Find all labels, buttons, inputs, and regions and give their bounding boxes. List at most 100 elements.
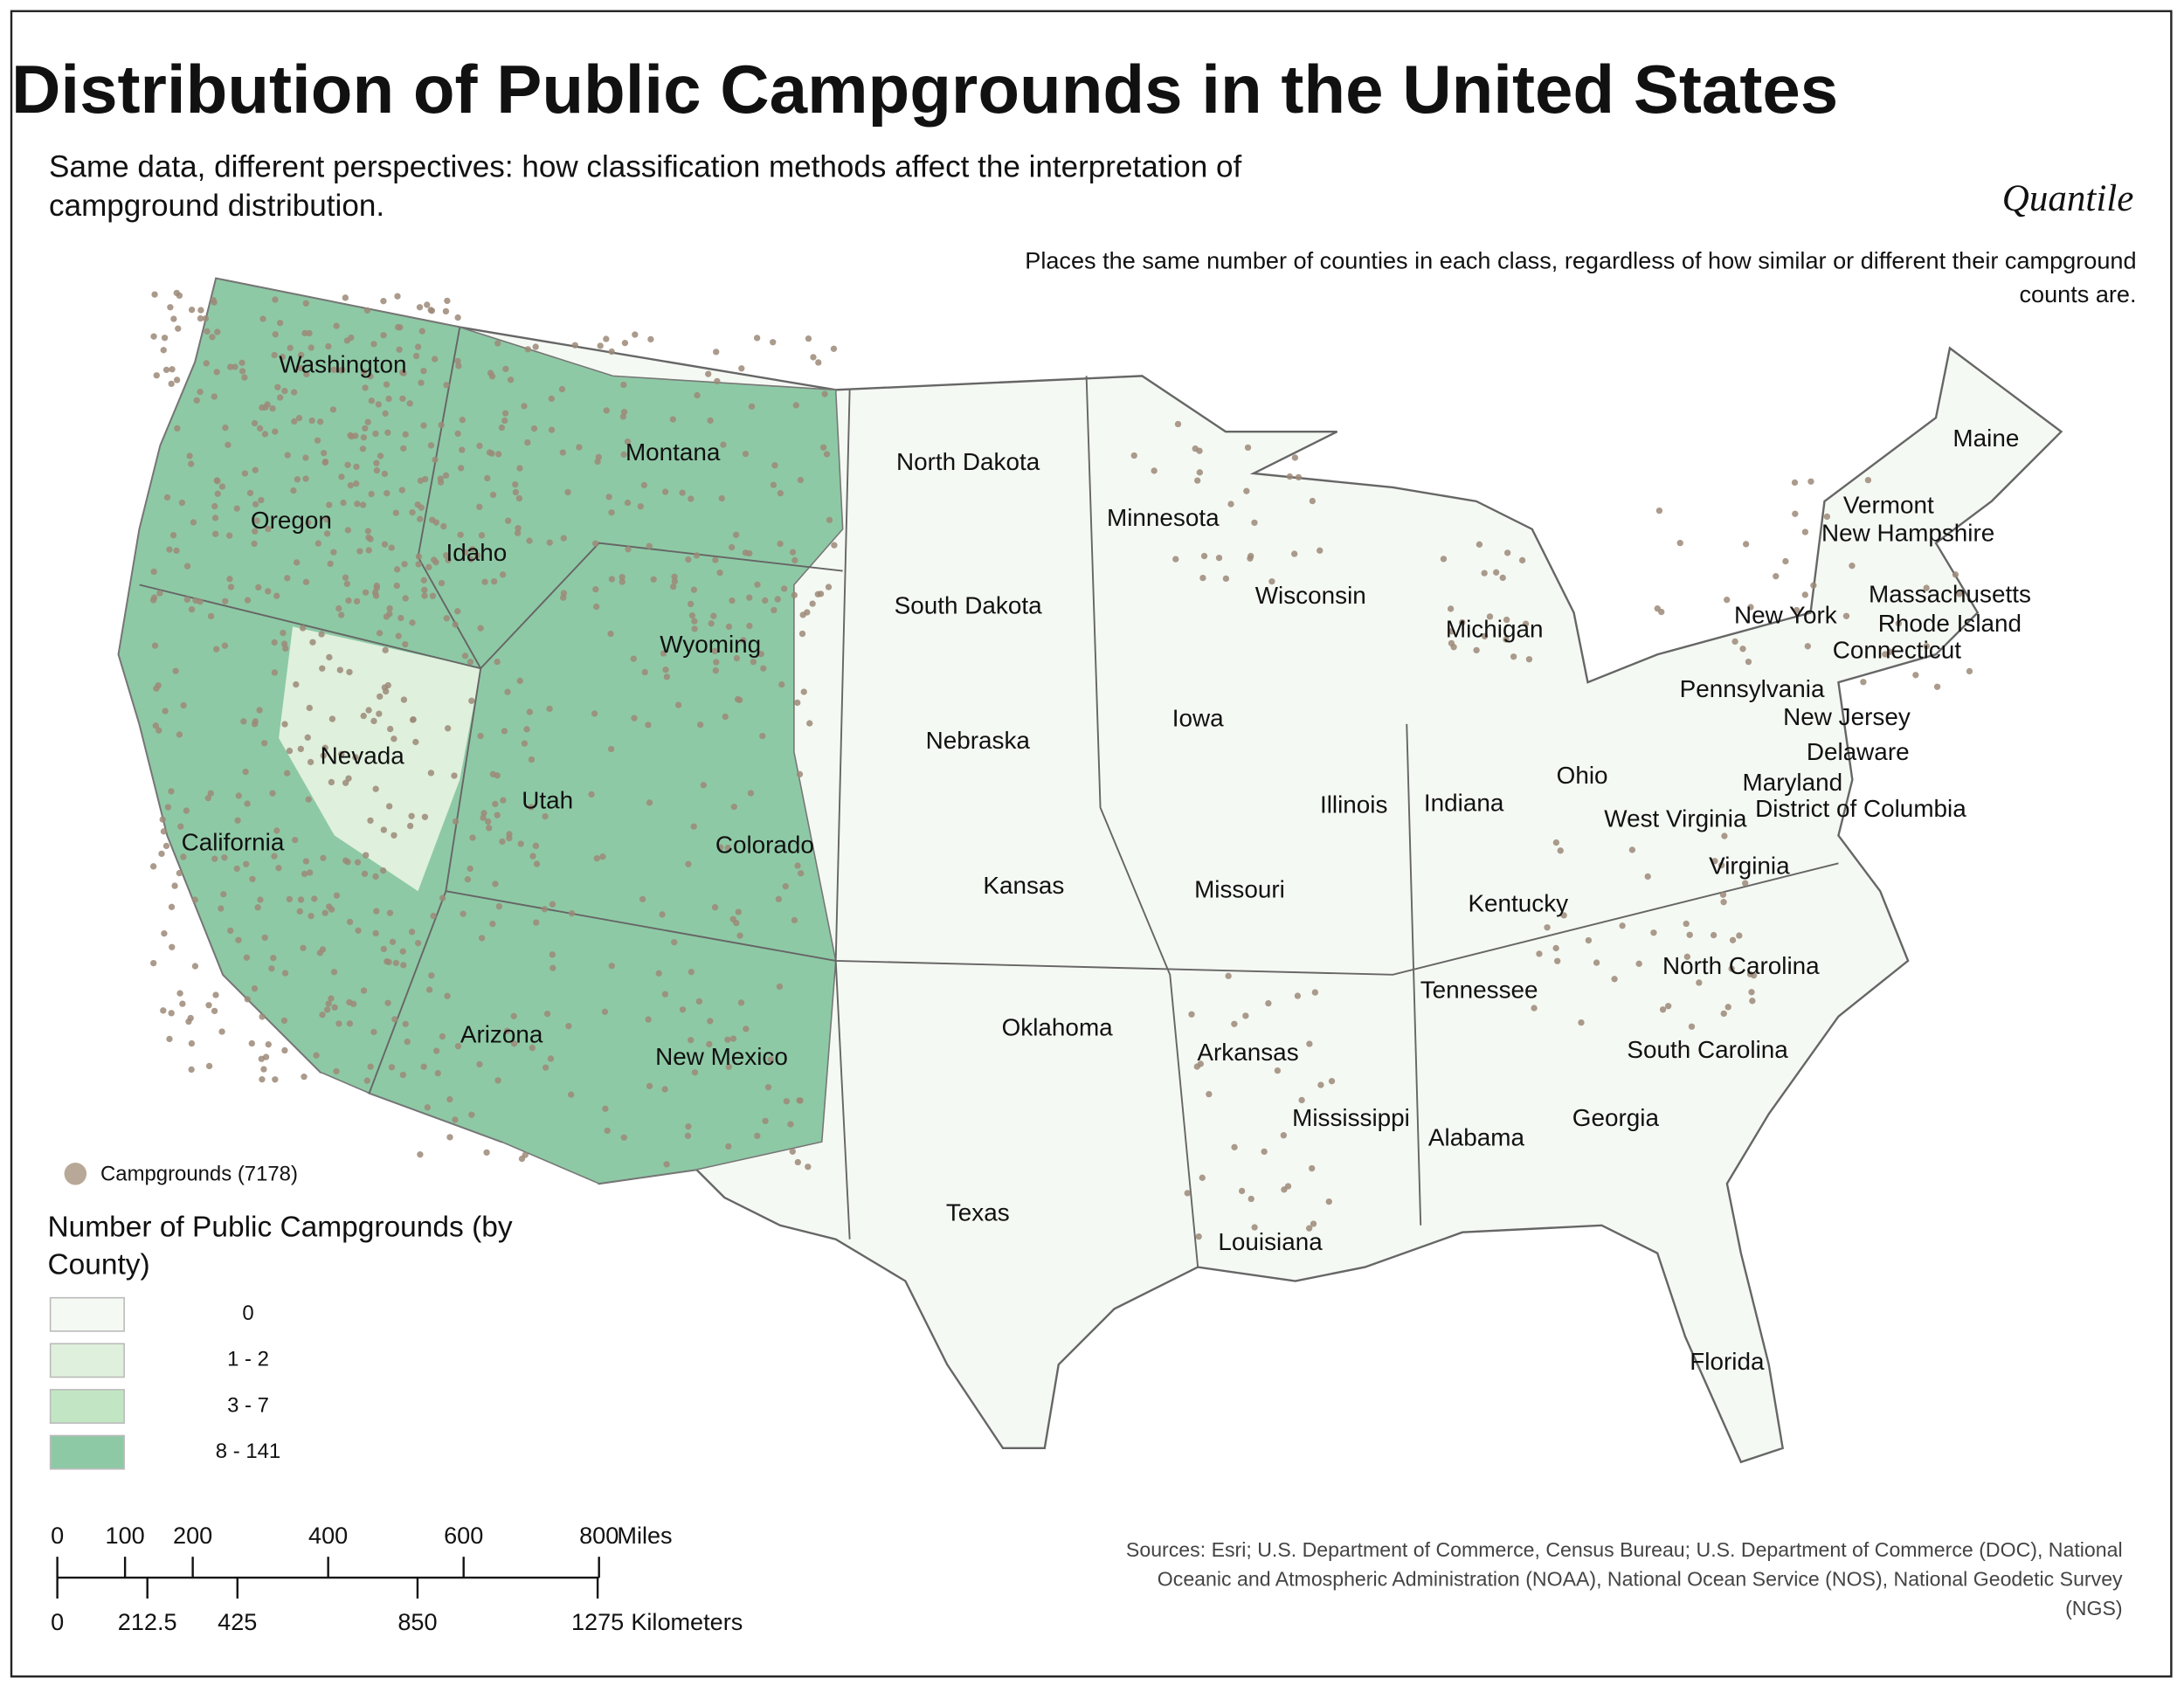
state-label: Arizona (460, 1020, 543, 1047)
campground-dot (432, 1047, 440, 1054)
campground-dot (481, 578, 488, 585)
campground-dot (700, 782, 707, 789)
campground-dot (1194, 477, 1201, 484)
campground-dot (625, 546, 632, 553)
campground-dot (603, 335, 610, 342)
campground-dot (1611, 976, 1618, 983)
campground-dot (260, 1066, 267, 1073)
campground-dot (1710, 931, 1717, 939)
state-label: Colorado (715, 832, 814, 859)
campground-dot (425, 986, 433, 993)
campground-dot (265, 588, 272, 595)
campground-dot (690, 823, 697, 830)
campground-dot (691, 1069, 699, 1076)
map: Washington Oregon Idaho Montana Wyoming Nevad… (117, 277, 2063, 1464)
campground-dot (1280, 1132, 1288, 1139)
campground-dot (817, 590, 825, 597)
campground-dot (1717, 861, 1725, 869)
campground-dot (592, 603, 600, 611)
campground-dot (214, 490, 221, 497)
campground-dot (367, 817, 374, 825)
campground-dot (762, 1117, 769, 1124)
campground-dot (753, 335, 761, 342)
campground-dot (523, 726, 530, 733)
campground-dot (1238, 1187, 1246, 1195)
campground-dot (1729, 936, 1737, 943)
campground-dot (619, 573, 625, 581)
campground-dot (377, 452, 384, 459)
campground-dot (327, 560, 334, 568)
campground-dot (410, 716, 417, 723)
campground-dot (452, 818, 460, 825)
campground-dot (546, 705, 553, 713)
campground-dot (661, 1086, 668, 1093)
campground-dot (526, 708, 533, 715)
campground-dot (153, 372, 160, 379)
campground-dot (1243, 487, 1250, 494)
campground-dot (386, 803, 393, 810)
campground-dot (257, 896, 264, 903)
campground-dot (443, 382, 450, 389)
scale-label: 600 (444, 1522, 483, 1549)
campground-dot (645, 1016, 652, 1023)
campground-dot (1274, 1067, 1282, 1074)
campground-dot (1525, 656, 1533, 663)
campground-dot (467, 865, 473, 873)
campground-dot (329, 406, 337, 413)
campground-dot (548, 426, 556, 433)
campground-dot (259, 404, 266, 411)
campground-dot (365, 534, 372, 542)
campground-dot (1711, 858, 1718, 865)
campground-dot (412, 352, 420, 360)
campground-dot (782, 883, 789, 890)
campground-dot (747, 790, 755, 797)
campground-dot (1593, 959, 1600, 966)
campground-dot (321, 458, 329, 466)
campground-dot (348, 334, 355, 342)
campground-dot (301, 870, 308, 878)
campground-dot (710, 612, 717, 619)
campground-dot (417, 477, 425, 484)
campground-dot (373, 584, 380, 591)
campground-dot (798, 870, 805, 877)
campground-dot (1791, 479, 1799, 487)
campground-dot (321, 909, 328, 916)
state-label: District of Columbia (1755, 795, 1966, 822)
campground-dot (353, 597, 361, 605)
high-density-region (117, 277, 844, 1184)
campground-dot (454, 608, 461, 615)
campground-dot (498, 424, 506, 432)
campground-dot (1448, 628, 1455, 635)
campground-dot (1773, 573, 1780, 580)
campground-dot (655, 970, 662, 977)
campground-dot (691, 618, 698, 625)
campground-dot (214, 328, 221, 335)
campground-dot (161, 335, 169, 342)
campground-dot (1842, 612, 1850, 619)
campground-dot (797, 476, 805, 484)
state-label: California (182, 828, 285, 855)
campground-dot (234, 817, 241, 824)
state-label: Montana (625, 439, 721, 466)
campground-dot (777, 540, 784, 548)
campground-dot (707, 1018, 714, 1025)
state-label: Texas (946, 1198, 1010, 1226)
campground-dot (1311, 989, 1319, 996)
campground-dot (269, 404, 276, 412)
campground-dot (737, 999, 745, 1006)
campground-dot (730, 803, 738, 811)
campground-dot (641, 668, 648, 676)
campground-dot (1242, 1012, 1249, 1019)
state-label: Oregon (251, 507, 332, 534)
campground-dot (193, 397, 200, 404)
campground-dot (461, 653, 469, 660)
campground-dot (720, 441, 727, 448)
state-label: North Carolina (1662, 952, 1820, 979)
campground-dot (360, 434, 368, 441)
campground-dot (1200, 552, 1208, 560)
campground-dot (361, 369, 368, 376)
campground-dot (1522, 620, 1530, 627)
state-label: West Virginia (1604, 805, 1747, 832)
campground-dot (271, 853, 278, 860)
campground-dot (454, 430, 461, 438)
